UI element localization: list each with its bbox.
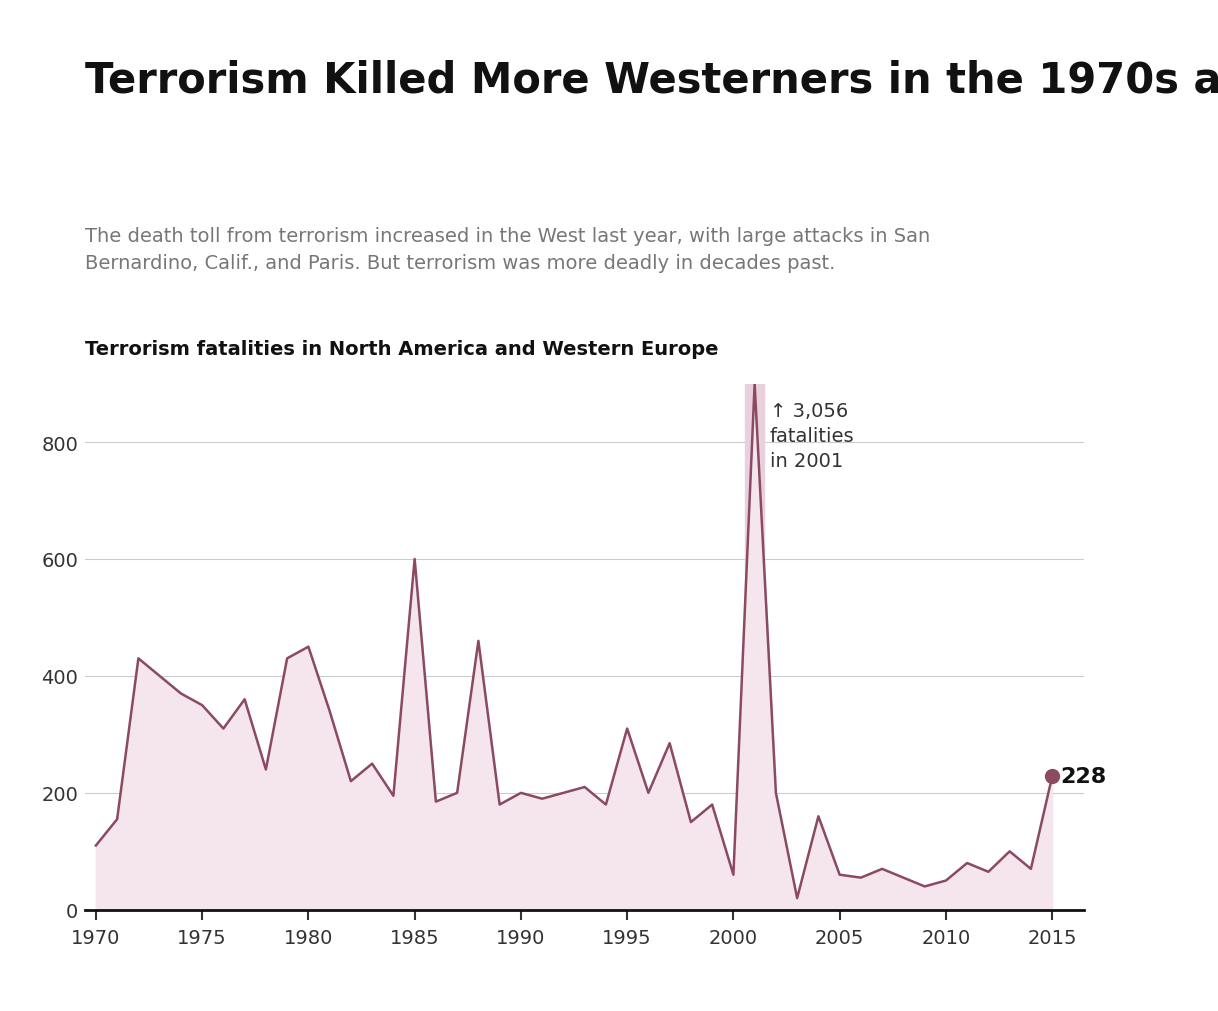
Text: Terrorism Killed More Westerners in the 1970s and 1980s: Terrorism Killed More Westerners in the … [85,59,1218,101]
Text: 228: 228 [1061,766,1107,787]
Text: The death toll from terrorism increased in the West last year, with large attack: The death toll from terrorism increased … [85,226,931,273]
Text: Terrorism fatalities in North America and Western Europe: Terrorism fatalities in North America an… [85,340,719,359]
Text: ↑ 3,056
fatalities
in 2001: ↑ 3,056 fatalities in 2001 [770,401,854,471]
Bar [745,384,764,910]
